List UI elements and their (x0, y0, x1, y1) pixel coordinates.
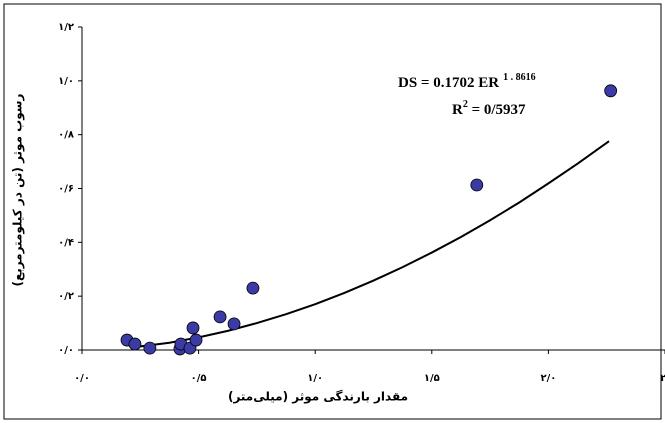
r2-symbol: R (452, 102, 463, 118)
y-tick-label: ۰/۲ (58, 291, 74, 302)
r2-power: 2 (463, 99, 468, 110)
point (186, 321, 200, 335)
x-tick-label: ۰/۰ (74, 373, 90, 384)
y-tick-label: ۰/۰ (58, 345, 74, 356)
y-tick-label: ۰/۴ (58, 237, 74, 248)
y-tick-label: ۰/۸ (58, 130, 74, 141)
y-tick-label: ۱/۰ (58, 76, 74, 87)
point (470, 178, 484, 192)
x-tick-label: ۲/۰ (540, 373, 556, 384)
point (143, 341, 157, 355)
point (213, 310, 227, 324)
y-axis-label: رسوب موثر (تن در کیلومترمربع) (11, 93, 26, 286)
x-tick-label: ۰/۵ (191, 373, 207, 384)
frame (3, 3, 662, 420)
equation: DS = 0.1702 ER 1 . 8616 (398, 72, 536, 91)
point (246, 281, 260, 295)
x-tick-label: ۱/۰ (307, 373, 323, 384)
equation-exponent: 1 . 8616 (503, 72, 536, 83)
r2-value: = 0/5937 (468, 102, 526, 118)
x-axis-label: مقدار بارندگی موثر (میلی‌متر) (228, 390, 408, 405)
point (189, 333, 203, 347)
x-tick-label: ۱/۵ (424, 373, 440, 384)
point (227, 317, 241, 331)
trendline (135, 140, 610, 349)
point (604, 84, 618, 98)
equation-text: DS = 0.1702 ER (398, 75, 499, 91)
y-tick-label: ۰/۶ (58, 184, 74, 195)
y-tick-label: ۱/۲ (58, 22, 74, 33)
x-tick-label: ۲/ (660, 373, 665, 384)
r-squared: R2 = 0/5937 (452, 99, 526, 118)
point (128, 337, 142, 351)
